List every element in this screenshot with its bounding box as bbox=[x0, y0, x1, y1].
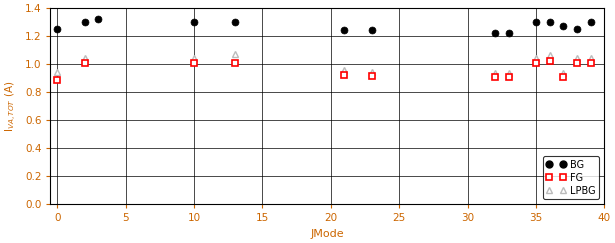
BG bbox=[95, 18, 102, 21]
BG bbox=[491, 32, 499, 35]
FG bbox=[231, 61, 239, 64]
LPBG bbox=[231, 53, 239, 56]
LPBG bbox=[368, 70, 376, 73]
LPBG bbox=[587, 56, 594, 59]
LPBG bbox=[491, 72, 499, 75]
FG bbox=[573, 62, 581, 65]
LPBG bbox=[341, 69, 348, 72]
LPBG bbox=[81, 56, 89, 59]
FG bbox=[341, 73, 348, 76]
Line: LPBG: LPBG bbox=[54, 51, 594, 77]
BG bbox=[231, 21, 239, 24]
FG bbox=[191, 62, 198, 65]
X-axis label: JMode: JMode bbox=[311, 229, 344, 239]
BG bbox=[532, 21, 539, 24]
FG bbox=[587, 62, 594, 65]
BG bbox=[546, 21, 554, 24]
LPBG bbox=[560, 72, 567, 75]
BG bbox=[505, 32, 512, 35]
LPBG bbox=[546, 54, 554, 57]
FG bbox=[491, 76, 499, 79]
BG bbox=[81, 21, 89, 24]
BG bbox=[54, 28, 61, 31]
BG bbox=[587, 21, 594, 24]
BG bbox=[560, 25, 567, 28]
LPBG bbox=[573, 56, 581, 59]
Y-axis label: I$_{VA,TOT}$ (A): I$_{VA,TOT}$ (A) bbox=[4, 81, 19, 132]
LPBG bbox=[532, 56, 539, 59]
FG bbox=[505, 76, 512, 79]
BG bbox=[191, 21, 198, 24]
BG bbox=[341, 28, 348, 31]
FG bbox=[546, 59, 554, 62]
FG bbox=[532, 62, 539, 65]
FG bbox=[560, 76, 567, 79]
LPBG bbox=[54, 70, 61, 73]
Legend: BG, FG, LPBG: BG, FG, LPBG bbox=[542, 156, 600, 200]
LPBG bbox=[505, 72, 512, 75]
BG bbox=[573, 28, 581, 31]
FG bbox=[368, 75, 376, 78]
BG bbox=[368, 28, 376, 31]
Line: BG: BG bbox=[54, 16, 594, 37]
LPBG bbox=[191, 56, 198, 59]
FG bbox=[81, 62, 89, 65]
FG bbox=[54, 79, 61, 82]
Line: FG: FG bbox=[54, 57, 594, 84]
